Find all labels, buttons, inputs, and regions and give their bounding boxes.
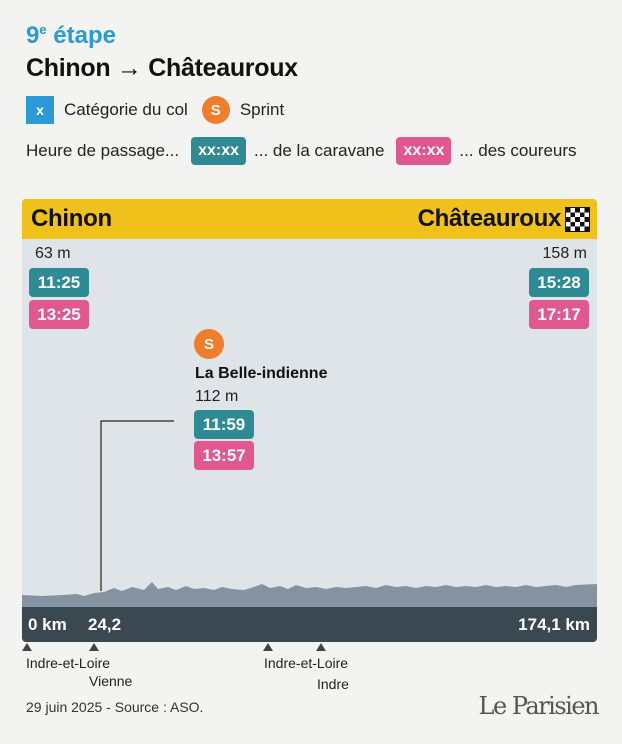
stage-number: 9e étape (26, 22, 116, 49)
sprint-leader-line (100, 420, 174, 591)
km-start: 0 km (28, 615, 67, 634)
sprint-caravane-time: 11:59 (194, 410, 254, 439)
col-category-icon: x (26, 96, 54, 124)
checkered-flag-icon (565, 207, 590, 232)
col-legend-label: Catégorie du col (64, 100, 188, 119)
end-altitude: 158 m (542, 245, 587, 262)
start-caravane-time: 11:25 (29, 268, 89, 297)
department-label: Vienne (89, 673, 133, 689)
sprint-icon: S (201, 96, 230, 124)
coureurs-chip: xx:xx (396, 137, 452, 165)
le-parisien-logo: Le Parisien (478, 692, 600, 720)
caravane-chip: xx:xx (191, 137, 247, 165)
route-title: Chinon → Châteauroux (26, 54, 298, 82)
end-city: Châteauroux (417, 205, 562, 232)
department-tick (316, 643, 326, 651)
km-end: 174,1 km (518, 615, 590, 634)
sprint-coureurs-time: 13:57 (194, 441, 254, 470)
coureurs-legend-label: ... des coureurs (459, 141, 577, 160)
end-coureurs-time: 17:17 (529, 300, 589, 329)
source-note: 29 juin 2025 - Source : ASO. (26, 699, 204, 715)
sprint-marker-icon: S (194, 329, 224, 359)
stage-profile-card: Chinon Châteauroux 63 m 11:25 13:25 158 … (22, 199, 597, 642)
km-sprint: 24,2 (88, 615, 122, 634)
sprint-altitude: 112 m (195, 388, 239, 405)
department-tick (89, 643, 99, 651)
distance-bar: 0 km 24,2 174,1 km (22, 607, 597, 642)
end-caravane-time: 15:28 (529, 268, 589, 297)
start-coureurs-time: 13:25 (29, 300, 89, 329)
caravane-legend-label: ... de la caravane (254, 141, 385, 160)
sprint-legend-label: Sprint (239, 100, 285, 119)
department-label: Indre-et-Loire (26, 655, 111, 671)
department-tick (263, 643, 273, 651)
start-altitude: 63 m (35, 245, 71, 262)
profile-header: Chinon Châteauroux (22, 199, 597, 239)
department-label: Indre-et-Loire (264, 655, 349, 671)
department-label: Indre (317, 676, 349, 692)
elevation-profile (22, 582, 597, 609)
legend-markers: x Catégorie du col S Sprint (26, 96, 284, 124)
sprint-name: La Belle-indienne (195, 365, 328, 382)
time-legend-intro: Heure de passage... (26, 141, 180, 160)
legend-times: Heure de passage... xx:xx ... de la cara… (26, 137, 577, 165)
department-tick (22, 643, 32, 651)
start-city: Chinon (31, 205, 112, 232)
